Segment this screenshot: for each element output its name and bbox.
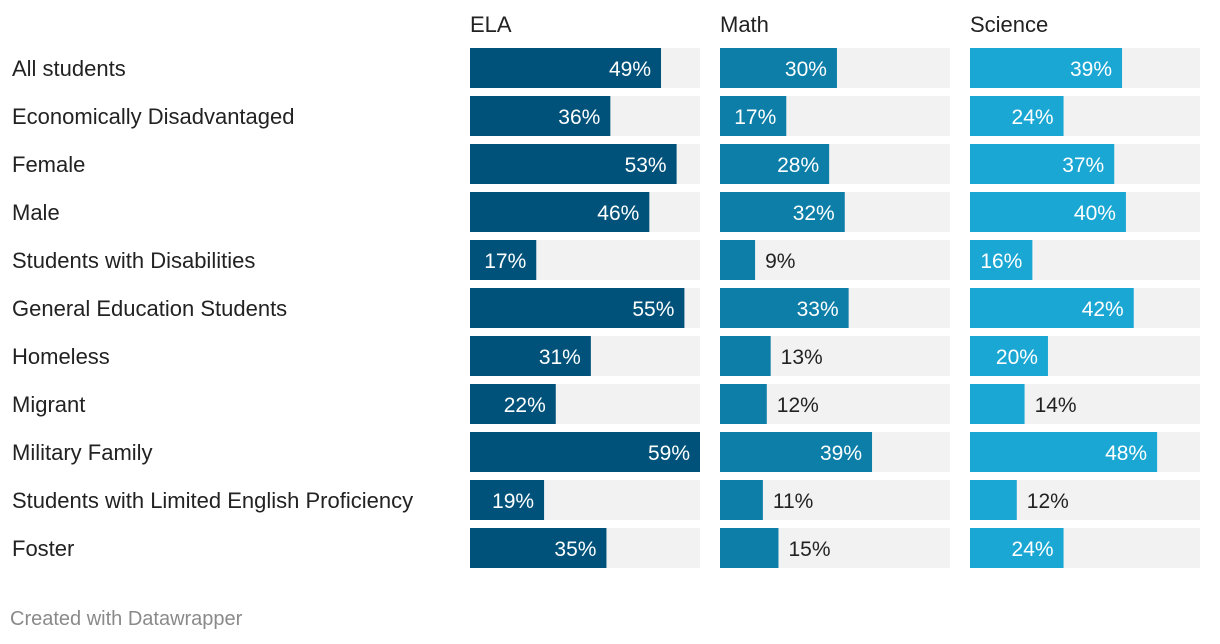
bar-ela bbox=[470, 96, 611, 136]
bar-ela bbox=[470, 48, 662, 88]
value-label: 9% bbox=[765, 250, 795, 273]
bar-science bbox=[970, 192, 1126, 232]
bar-math bbox=[720, 144, 830, 184]
bar-ela bbox=[470, 336, 591, 376]
value-label: 24% bbox=[1012, 538, 1054, 561]
row-label: All students bbox=[12, 56, 126, 81]
value-label: 14% bbox=[1035, 394, 1077, 417]
value-label: 13% bbox=[781, 346, 823, 369]
value-label: 30% bbox=[785, 58, 827, 81]
value-label: 12% bbox=[1027, 490, 1069, 513]
value-label: 32% bbox=[793, 202, 835, 225]
bar-ela bbox=[470, 144, 677, 184]
bar-math bbox=[720, 432, 873, 472]
value-label: 48% bbox=[1105, 442, 1147, 465]
row-label: Military Family bbox=[12, 440, 153, 465]
value-label: 49% bbox=[609, 58, 651, 81]
bar-ela bbox=[470, 240, 537, 280]
row-label: Foster bbox=[12, 536, 74, 561]
bar-math bbox=[720, 384, 767, 424]
bar-science bbox=[970, 96, 1064, 136]
bar-science bbox=[970, 480, 1017, 520]
bar-math bbox=[720, 192, 845, 232]
row-label: Migrant bbox=[12, 392, 85, 417]
value-label: 42% bbox=[1082, 298, 1124, 321]
bar-science bbox=[970, 144, 1115, 184]
bar-science bbox=[970, 288, 1134, 328]
value-label: 20% bbox=[996, 346, 1038, 369]
value-label: 59% bbox=[648, 442, 690, 465]
row-label: Male bbox=[12, 200, 60, 225]
bar-ela bbox=[470, 480, 545, 520]
value-label: 55% bbox=[632, 298, 674, 321]
bar-ela bbox=[470, 528, 607, 568]
bar-math bbox=[720, 288, 849, 328]
value-label: 19% bbox=[492, 490, 534, 513]
value-label: 22% bbox=[504, 394, 546, 417]
bar-science bbox=[970, 432, 1158, 472]
value-label: 39% bbox=[1070, 58, 1112, 81]
row-label: Students with Limited English Proficienc… bbox=[12, 488, 413, 513]
bar-science bbox=[970, 240, 1033, 280]
column-title-math: Math bbox=[720, 12, 769, 37]
footer-credit: Created with Datawrapper bbox=[10, 608, 243, 630]
bar-ela bbox=[470, 384, 556, 424]
bar-math bbox=[720, 336, 771, 376]
column-title-science: Science bbox=[970, 12, 1048, 37]
value-label: 16% bbox=[980, 250, 1022, 273]
bar-math bbox=[720, 240, 756, 280]
value-label: 17% bbox=[734, 106, 776, 129]
bar-math bbox=[720, 48, 837, 88]
bar-math bbox=[720, 528, 779, 568]
value-label: 24% bbox=[1012, 106, 1054, 129]
bar-science bbox=[970, 528, 1064, 568]
bar-ela bbox=[470, 288, 685, 328]
bar-science bbox=[970, 384, 1025, 424]
value-label: 28% bbox=[777, 154, 819, 177]
bar-math bbox=[720, 96, 787, 136]
bar-science bbox=[970, 336, 1048, 376]
value-label: 17% bbox=[484, 250, 526, 273]
value-label: 35% bbox=[554, 538, 596, 561]
value-label: 40% bbox=[1074, 202, 1116, 225]
bar-ela bbox=[470, 432, 700, 472]
bar-track bbox=[720, 240, 950, 280]
value-label: 53% bbox=[625, 154, 667, 177]
bar-science bbox=[970, 48, 1123, 88]
row-label: General Education Students bbox=[12, 296, 287, 321]
bar-ela bbox=[470, 192, 650, 232]
bar-math bbox=[720, 480, 763, 520]
value-label: 46% bbox=[597, 202, 639, 225]
value-label: 36% bbox=[558, 106, 600, 129]
value-label: 15% bbox=[788, 538, 830, 561]
value-label: 39% bbox=[820, 442, 862, 465]
row-label: Economically Disadvantaged bbox=[12, 104, 295, 129]
chart-svg: ELA Math Science All students 49% 30% 39% Econo… bbox=[12, 12, 1200, 568]
value-label: 12% bbox=[777, 394, 819, 417]
value-label: 37% bbox=[1062, 154, 1104, 177]
column-title-ela: ELA bbox=[470, 12, 512, 37]
value-label: 31% bbox=[539, 346, 581, 369]
value-label: 11% bbox=[773, 490, 813, 513]
row-label: Homeless bbox=[12, 344, 110, 369]
row-label: Female bbox=[12, 152, 85, 177]
value-label: 33% bbox=[797, 298, 839, 321]
row-label: Students with Disabilities bbox=[12, 248, 255, 273]
